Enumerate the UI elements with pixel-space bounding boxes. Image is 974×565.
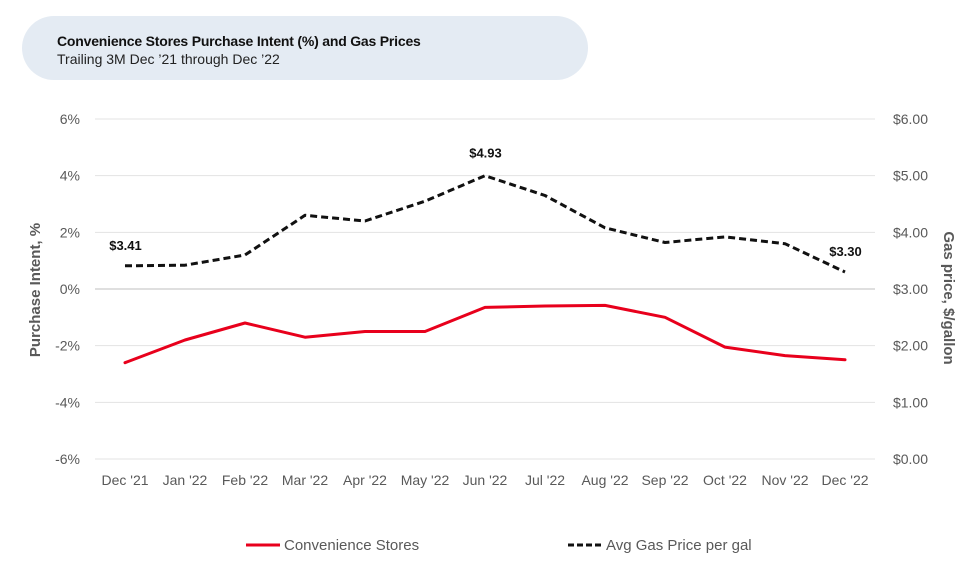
right-tick-label: $6.00: [893, 111, 928, 127]
x-tick-label: Dec '22: [821, 472, 868, 488]
legend-label: Avg Gas Price per gal: [606, 537, 752, 554]
x-tick-label: May '22: [401, 472, 450, 488]
right-tick-label: $4.00: [893, 224, 928, 240]
series-line-convenience-stores: [123, 303, 847, 365]
x-tick-label: Oct '22: [703, 472, 747, 488]
x-tick-label: Apr '22: [343, 472, 387, 488]
right-tick-label: $5.00: [893, 168, 928, 184]
x-axis-ticks: Dec '21 Jan '22 Feb '22 Mar '22 Apr '22 May '…: [101, 472, 868, 488]
x-tick-label: Mar '22: [282, 472, 328, 488]
chart-title: Convenience Stores Purchase Intent (%) a…: [57, 33, 421, 49]
left-tick-label: 6%: [60, 111, 80, 127]
x-tick-label: Jun '22: [463, 472, 508, 488]
x-tick-label: Dec '21: [101, 472, 148, 488]
left-tick-label: -2%: [55, 338, 80, 354]
left-tick-label: 2%: [60, 224, 80, 240]
x-tick-label: Feb '22: [222, 472, 268, 488]
left-tick-label: -6%: [55, 451, 80, 467]
left-tick-label: 4%: [60, 168, 80, 184]
right-tick-label: $2.00: [893, 338, 928, 354]
data-label: $4.93: [469, 146, 502, 161]
right-tick-label: $3.00: [893, 281, 928, 297]
legend: Convenience Stores Avg Gas Price per gal: [246, 537, 752, 554]
right-tick-label: $0.00: [893, 451, 928, 467]
data-label: $3.30: [829, 244, 862, 259]
x-tick-label: Jul '22: [525, 472, 565, 488]
data-label: $3.41: [109, 238, 142, 253]
series-line-gas-price: [124, 174, 846, 274]
right-axis-ticks: $6.00 $5.00 $4.00 $3.00 $2.00 $1.00 $0.00: [893, 111, 928, 467]
legend-label: Convenience Stores: [284, 537, 419, 554]
right-axis-title: Gas price, $/gallon: [940, 231, 957, 364]
x-tick-label: Jan '22: [163, 472, 208, 488]
left-tick-label: 0%: [60, 281, 80, 297]
chart-subtitle: Trailing 3M Dec ’21 through Dec ’22: [57, 51, 280, 67]
left-axis-title: Purchase Intent, %: [27, 223, 44, 357]
x-tick-label: Nov '22: [761, 472, 808, 488]
right-tick-label: $1.00: [893, 394, 928, 410]
left-tick-label: -4%: [55, 394, 80, 410]
x-tick-label: Sep '22: [641, 472, 688, 488]
data-labels: $3.41 $4.93 $3.30: [109, 146, 862, 259]
x-tick-label: Aug '22: [581, 472, 628, 488]
gridlines: [95, 118, 875, 460]
title-banner: [22, 16, 588, 80]
series-lines: [123, 174, 847, 365]
left-axis-ticks: 6% 4% 2% 0% -2% -4% -6%: [55, 111, 80, 467]
